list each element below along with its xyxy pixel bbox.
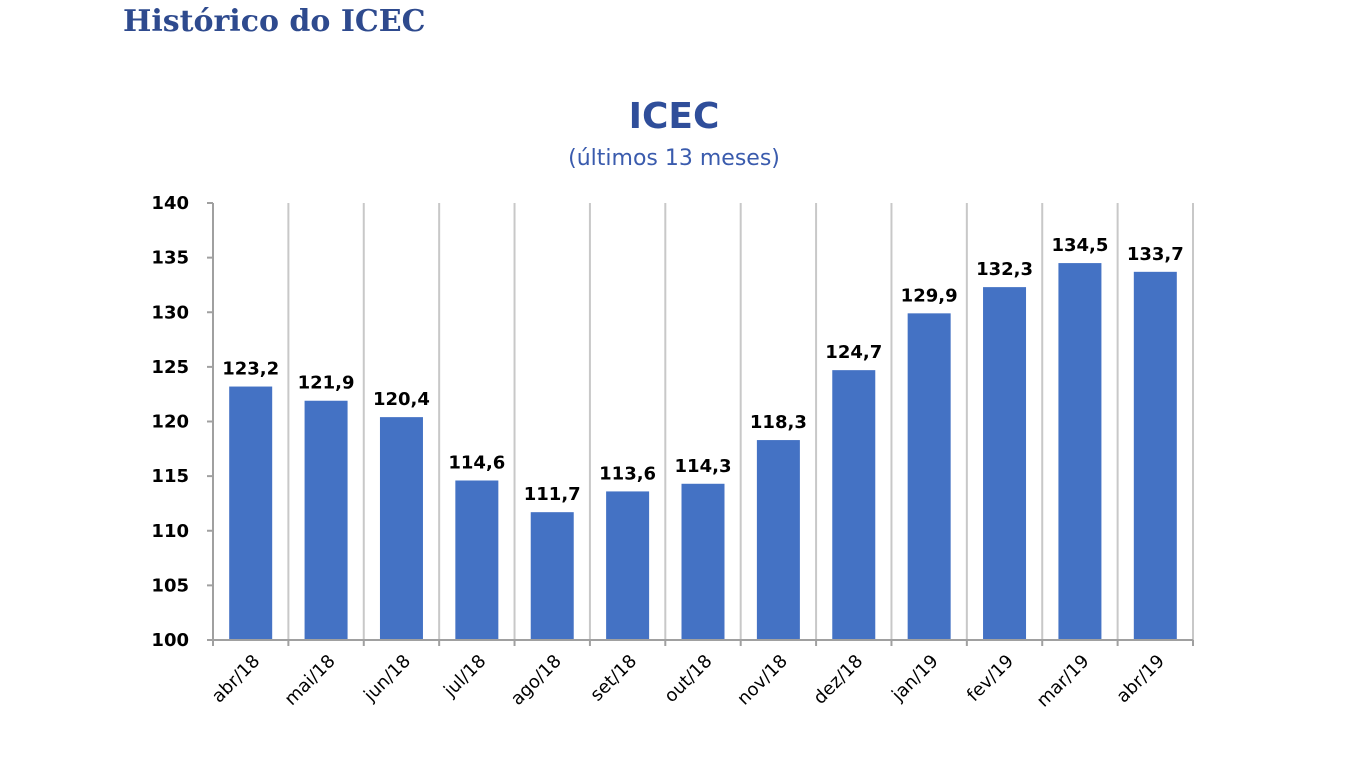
data-label: 111,7 — [524, 484, 581, 505]
data-label: 123,2 — [222, 359, 279, 380]
bar-abr-19 — [1133, 271, 1177, 640]
data-label: 132,3 — [976, 259, 1033, 280]
data-label: 124,7 — [825, 342, 882, 363]
y-tick-label: 130 — [151, 302, 189, 323]
bar-set-18 — [606, 491, 650, 640]
data-label: 114,6 — [448, 452, 505, 473]
x-tick-label: out/18 — [660, 651, 716, 707]
chart-title: ICEC — [628, 96, 720, 137]
bar-dez-18 — [832, 370, 876, 640]
x-tick-label: set/18 — [586, 651, 641, 706]
chart-subtitle: (últimos 13 meses) — [568, 146, 780, 171]
x-tick-label: jul/18 — [439, 651, 490, 702]
data-label: 120,4 — [373, 389, 430, 410]
axes — [207, 202, 1194, 646]
x-tick-label: mar/19 — [1033, 651, 1094, 712]
gridlines — [287, 203, 1194, 640]
bars — [229, 263, 1177, 640]
x-tick-label: mai/18 — [281, 651, 340, 710]
x-tick-label: nov/18 — [733, 651, 792, 710]
x-tick-label: abr/19 — [1112, 651, 1168, 707]
y-tick-label: 125 — [151, 357, 189, 378]
bar-jul-18 — [455, 480, 499, 640]
x-tick-label: jun/18 — [359, 651, 415, 707]
x-tick-label: jan/19 — [887, 651, 942, 706]
data-label: 113,6 — [599, 463, 656, 484]
y-tick-label: 110 — [151, 521, 189, 542]
data-label: 134,5 — [1051, 235, 1108, 256]
x-tick-label: abr/18 — [208, 651, 264, 707]
data-label: 118,3 — [750, 412, 807, 433]
x-tick-label: fev/19 — [963, 651, 1018, 706]
page-heading: Histórico do ICEC — [123, 4, 426, 39]
bar-out-18 — [681, 483, 725, 640]
x-tick-label: dez/18 — [809, 651, 867, 709]
bar-jun-18 — [379, 417, 423, 640]
x-tick-label: ago/18 — [507, 651, 566, 710]
bar-mai-18 — [304, 400, 348, 640]
data-label: 114,3 — [675, 456, 732, 477]
y-tick-label: 120 — [151, 412, 189, 433]
bar-jan-19 — [907, 313, 951, 640]
y-tick-label: 140 — [151, 193, 189, 214]
y-tick-label: 135 — [151, 248, 189, 269]
bar-ago-18 — [530, 512, 574, 640]
data-label: 121,9 — [298, 373, 355, 394]
data-label: 133,7 — [1127, 244, 1184, 265]
y-tick-label: 100 — [151, 630, 189, 651]
bar-fev-19 — [983, 287, 1027, 640]
bar-nov-18 — [756, 440, 800, 640]
y-tick-label: 115 — [151, 466, 189, 487]
data-label: 129,9 — [901, 285, 958, 306]
bar-mar-19 — [1058, 263, 1102, 640]
bar-abr-18 — [229, 386, 273, 640]
y-tick-label: 105 — [151, 575, 189, 596]
